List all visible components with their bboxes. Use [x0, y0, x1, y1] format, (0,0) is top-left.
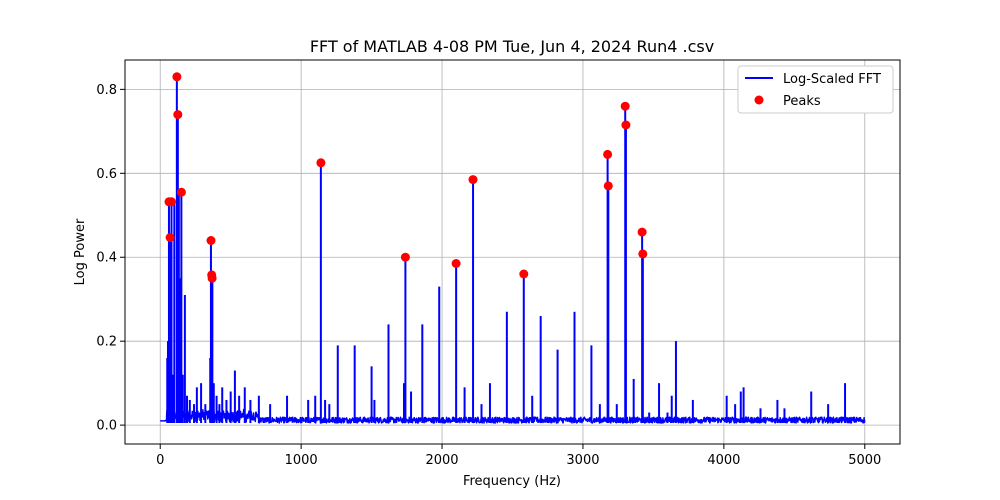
chart-title: FFT of MATLAB 4-08 PM Tue, Jun 4, 2024 R…	[310, 37, 714, 56]
y-tick-label: 0.2	[96, 335, 117, 350]
peak-marker	[173, 110, 183, 120]
peak-marker	[603, 181, 613, 191]
fft-noise-floor	[160, 408, 866, 424]
peak-marker	[519, 269, 529, 279]
plot-area	[125, 60, 900, 444]
legend-fft-label: Log-Scaled FFT	[783, 72, 881, 87]
axes: 0 1000 2000 3000 4000 5000 0.0 0.2 0.4 0.6 0.8	[96, 83, 881, 468]
x-tick-label: 4000	[707, 453, 740, 468]
peak-marker	[468, 175, 478, 185]
peak-marker	[206, 236, 216, 245]
x-tick-label: 3000	[566, 453, 599, 468]
peak-marker	[172, 72, 182, 82]
peak-marker	[451, 259, 461, 268]
legend: Log-Scaled FFT Peaks	[737, 65, 894, 114]
peak-marker	[603, 149, 613, 159]
y-tick-label: 0.8	[96, 83, 117, 98]
x-axis-title: Frequency (Hz)	[463, 474, 561, 489]
y-axis-title: Log Power	[73, 218, 88, 285]
peak-marker	[165, 233, 175, 242]
x-tick-label: 1000	[285, 453, 318, 468]
grid-lines	[125, 60, 900, 444]
peak-marker	[316, 158, 326, 168]
peak-marker	[637, 227, 647, 237]
peak-marker	[620, 101, 630, 111]
y-tick-label: 0.6	[96, 167, 117, 182]
legend-peaks-marker	[754, 95, 764, 105]
peaks-series	[164, 72, 648, 283]
peak-marker	[176, 187, 186, 197]
legend-box	[737, 65, 894, 114]
peak-marker	[207, 273, 217, 283]
x-tick-label: 5000	[848, 453, 881, 468]
y-tick-label: 0.4	[96, 251, 117, 266]
peak-marker	[400, 252, 410, 262]
y-tick-label: 0.0	[96, 419, 117, 434]
peak-marker	[167, 197, 176, 207]
peak-marker	[638, 249, 648, 259]
x-tick-label: 2000	[425, 453, 458, 468]
peak-marker	[621, 120, 631, 130]
plot-frame	[124, 59, 901, 445]
legend-peaks-label: Peaks	[783, 94, 821, 109]
x-tick-label: 0	[156, 453, 164, 468]
fft-line-series	[160, 76, 866, 424]
